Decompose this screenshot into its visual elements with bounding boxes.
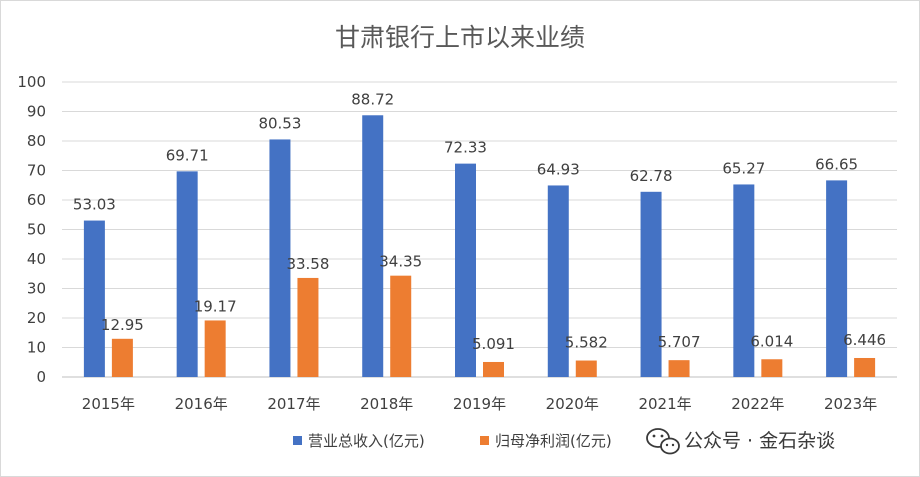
legend-label-profit: 归母净利润(亿元) — [495, 432, 612, 450]
data-labels: 53.03 12.95 69.71 19.17 80.53 33.58 88.72 34.35… — [73, 90, 886, 353]
y-tick-label: 30 — [27, 280, 46, 298]
bar-revenue — [640, 191, 662, 377]
data-label-revenue: 53.03 — [73, 196, 116, 214]
x-axis: 2015年 2016年 2017年 2018年 2019年 2020年 2021年 2022年… — [82, 395, 877, 413]
chart-title: 甘肃银行上市以来业绩 — [335, 23, 585, 52]
bar-revenue — [83, 220, 105, 377]
bar-revenue — [733, 184, 755, 377]
bar-profit — [204, 320, 226, 377]
y-tick-label: 80 — [27, 132, 46, 150]
x-tick-label: 2021年 — [638, 395, 691, 413]
x-tick-label: 2017年 — [267, 395, 320, 413]
bar-revenue — [176, 171, 198, 377]
y-tick-label: 20 — [27, 309, 46, 327]
x-tick-label: 2020年 — [546, 395, 599, 413]
bar-profit — [390, 275, 412, 377]
data-label-profit: 19.17 — [194, 297, 237, 315]
bar-revenue — [826, 180, 848, 377]
data-label-profit: 5.091 — [472, 335, 515, 353]
y-tick-label: 40 — [27, 250, 46, 268]
bars — [83, 115, 876, 377]
bar-revenue — [269, 139, 291, 377]
y-tick-label: 100 — [17, 73, 46, 91]
y-tick-label: 0 — [36, 368, 46, 386]
watermark: 公众号 · 金石杂谈 — [646, 428, 835, 455]
bar-revenue — [547, 185, 569, 377]
data-label-revenue: 64.93 — [537, 160, 580, 178]
data-label-profit: 6.446 — [843, 331, 886, 349]
data-label-profit: 5.707 — [658, 333, 701, 351]
data-label-profit: 12.95 — [101, 316, 144, 334]
x-tick-label: 2016年 — [175, 395, 228, 413]
x-tick-label: 2023年 — [824, 395, 877, 413]
watermark-text: 公众号 · 金石杂谈 — [684, 430, 835, 452]
bar-revenue — [455, 163, 476, 377]
x-tick-label: 2022年 — [731, 395, 784, 413]
y-tick-label: 90 — [27, 103, 46, 121]
data-label-revenue: 66.65 — [815, 155, 858, 173]
y-tick-label: 50 — [27, 221, 46, 239]
data-label-revenue: 62.78 — [630, 167, 673, 185]
bar-profit — [483, 361, 504, 377]
bar-profit — [854, 357, 876, 377]
x-tick-label: 2019年 — [453, 395, 506, 413]
data-label-revenue: 80.53 — [258, 114, 301, 132]
data-label-profit: 33.58 — [286, 255, 329, 273]
data-label-revenue: 65.27 — [722, 159, 765, 177]
legend-swatch-profit — [480, 436, 489, 445]
data-label-revenue: 88.72 — [351, 90, 394, 108]
data-label-profit: 5.582 — [565, 334, 608, 352]
wechat-icon — [646, 428, 680, 455]
bar-profit — [761, 359, 783, 377]
data-label-profit: 34.35 — [379, 253, 422, 271]
y-tick-label: 70 — [27, 162, 46, 180]
legend-swatch-revenue — [293, 436, 302, 445]
y-axis: 0 10 20 30 40 50 60 70 80 90 100 — [17, 73, 46, 386]
legend-label-revenue: 营业总收入(亿元) — [308, 432, 425, 450]
bar-revenue — [362, 115, 384, 377]
x-tick-label: 2018年 — [360, 395, 413, 413]
y-tick-label: 10 — [27, 339, 46, 357]
bar-profit — [668, 360, 690, 377]
bar-profit — [575, 360, 597, 377]
data-label-profit: 6.014 — [750, 332, 793, 350]
data-label-revenue: 69.71 — [166, 146, 209, 164]
gridlines — [62, 81, 897, 378]
bar-profit — [111, 338, 133, 377]
legend: 营业总收入(亿元) 归母净利润(亿元) — [293, 432, 612, 450]
y-tick-label: 60 — [27, 191, 46, 209]
x-tick-label: 2015年 — [82, 395, 135, 413]
bar-profit — [297, 277, 319, 377]
data-label-revenue: 72.33 — [444, 139, 487, 157]
